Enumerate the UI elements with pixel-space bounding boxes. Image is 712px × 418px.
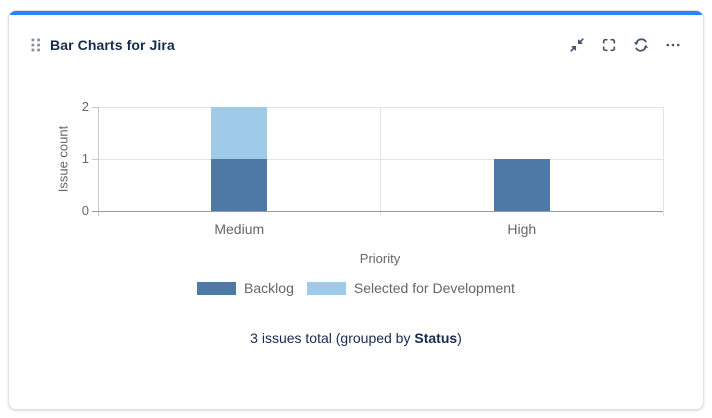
legend-swatch (306, 281, 346, 295)
y-tick (92, 106, 98, 108)
gridline-x (380, 107, 381, 216)
bar-segment[interactable] (211, 159, 268, 211)
summary-suffix: ) (457, 330, 462, 346)
refresh-icon (633, 37, 649, 53)
x-axis-title: Priority (359, 251, 401, 266)
gridline-x (97, 107, 99, 216)
x-category-label: Medium (214, 221, 265, 237)
gadget-toolbar (565, 33, 685, 57)
legend-item[interactable]: Selected for Development (306, 280, 515, 296)
gadget-title: Bar Charts for Jira (50, 37, 175, 53)
collapse-icon (569, 37, 585, 53)
y-tick-label: 0 (81, 203, 89, 218)
legend-swatch (197, 281, 237, 295)
summary-text: 3 issues total (grouped by Status) (9, 330, 703, 346)
drag-handle-icon[interactable] (31, 38, 41, 52)
legend-item[interactable]: Backlog (197, 280, 294, 296)
bar-chart: Issue count Priority 0 1 2 Medium High (9, 11, 703, 409)
fullscreen-button[interactable] (597, 33, 621, 57)
more-button[interactable] (661, 33, 685, 57)
gridline-x (662, 107, 664, 216)
summary-group-by: Status (414, 330, 458, 346)
bar-segment[interactable] (493, 159, 550, 211)
y-tick-label: 1 (81, 151, 89, 166)
legend-label: Backlog (244, 280, 294, 296)
legend-label: Selected for Development (353, 280, 515, 296)
x-category-label: High (507, 221, 537, 237)
y-tick-label: 2 (81, 99, 89, 114)
bar-segment[interactable] (211, 107, 268, 159)
gadget-card: Bar Charts for Jira (8, 10, 704, 410)
fullscreen-icon (601, 37, 617, 53)
x-axis-line (92, 210, 663, 212)
collapse-button[interactable] (565, 33, 589, 57)
y-tick (92, 158, 98, 160)
refresh-button[interactable] (629, 33, 653, 57)
chart-legend: Backlog Selected for Development (9, 280, 703, 296)
more-icon (665, 37, 681, 53)
summary-prefix: 3 issues total (grouped by (250, 330, 415, 346)
accent-bar (9, 11, 703, 15)
gadget-header: Bar Charts for Jira (31, 31, 685, 59)
